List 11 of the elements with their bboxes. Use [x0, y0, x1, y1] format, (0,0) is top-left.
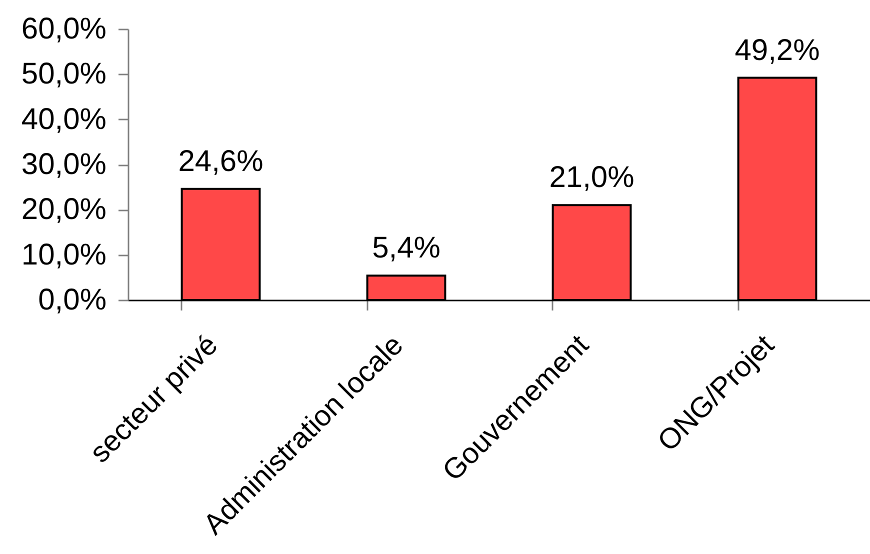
data-label: 21,0%: [549, 161, 634, 194]
y-tick-label: 40,0%: [21, 102, 106, 136]
data-label: 24,6%: [178, 144, 264, 178]
y-tick-label: 20,0%: [21, 193, 106, 226]
data-label: 5,4%: [372, 232, 440, 265]
y-tick-label: 10,0%: [21, 238, 106, 272]
y-tick-label: 0,0%: [38, 284, 106, 316]
data-label: 49,2%: [734, 34, 820, 67]
y-tick-label: 50,0%: [21, 58, 106, 91]
y-tick-label: 30,0%: [21, 148, 106, 181]
y-tick-label: 60,0%: [21, 12, 106, 46]
